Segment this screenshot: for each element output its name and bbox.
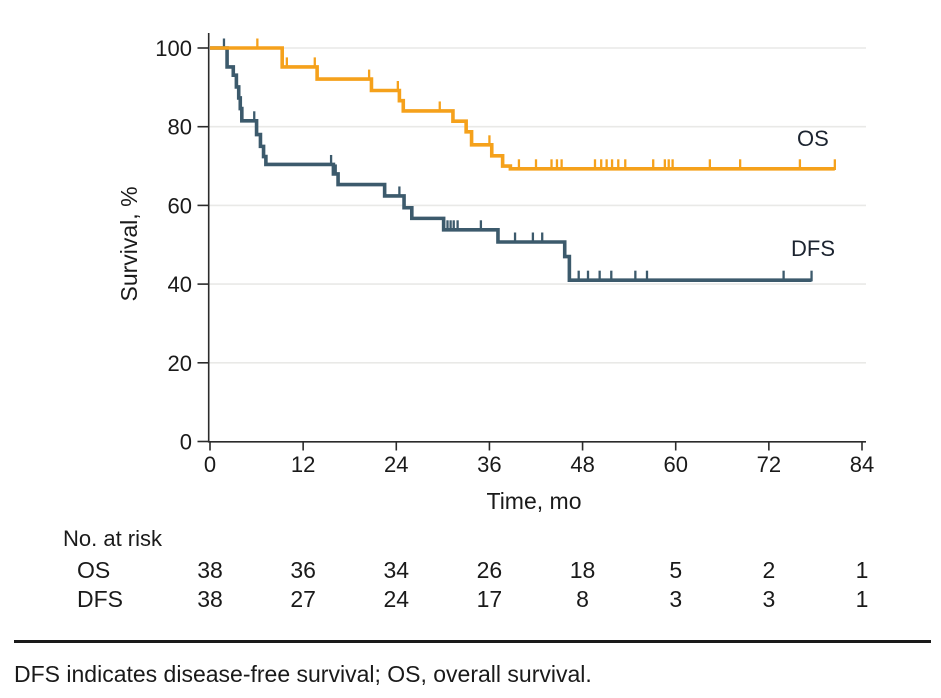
at-risk-count: 5 [669, 557, 682, 583]
series-curves [210, 38, 836, 282]
at-risk-count: 34 [383, 557, 409, 583]
footnote-text: DFS indicates disease-free survival; OS,… [14, 661, 592, 687]
at-risk-count: 3 [669, 586, 682, 612]
dfs-curve [210, 46, 812, 282]
x-tick-label: 84 [850, 452, 874, 477]
at-risk-count: 1 [856, 557, 869, 583]
x-tick-label: 72 [757, 452, 781, 477]
at-risk-header: No. at risk [63, 526, 163, 551]
at-risk-count: 3 [762, 586, 775, 612]
footnote-divider [14, 640, 931, 643]
at-risk-table: No. at risk OS 38 36 34 26 18 5 2 1 DFS 38 27 24 17 8 3 3… [63, 526, 868, 612]
at-risk-count: 24 [383, 586, 409, 612]
at-risk-count: 17 [477, 586, 503, 612]
x-tick-label: 12 [291, 452, 315, 477]
at-risk-count: 36 [290, 557, 316, 583]
at-risk-count: 27 [290, 586, 316, 612]
x-tick-label: 0 [204, 452, 216, 477]
os-series [210, 38, 836, 171]
y-tick-label: 0 [180, 430, 192, 455]
at-risk-count: 1 [856, 586, 869, 612]
at-risk-row-label: OS [77, 557, 110, 583]
axes: 100 80 60 40 20 00 12 24 36 48 60 72 84 [155, 33, 874, 477]
x-tick-label: 36 [477, 452, 501, 477]
y-tick-label: 20 [168, 351, 192, 376]
y-tick-label: 40 [168, 272, 192, 297]
at-risk-row-label: DFS [77, 586, 123, 612]
y-axis-title: Survival, % [116, 186, 142, 301]
os-curve [210, 46, 835, 171]
os-curve-label: OS [797, 126, 829, 151]
y-tick-label: 60 [168, 193, 192, 218]
at-risk-count: 26 [477, 557, 503, 583]
at-risk-count: 38 [197, 557, 223, 583]
x-tick-label: 60 [663, 452, 687, 477]
at-risk-count: 38 [197, 586, 223, 612]
x-tick-label: 48 [570, 452, 594, 477]
y-tick-label: 100 [155, 36, 192, 61]
at-risk-count: 8 [576, 586, 589, 612]
gridlines [208, 47, 866, 364]
x-axis-title: Time, mo [487, 488, 582, 514]
at-risk-count: 18 [570, 557, 596, 583]
y-tick-label: 80 [168, 115, 192, 140]
dfs-curve-label: DFS [791, 236, 835, 261]
at-risk-count: 2 [762, 557, 775, 583]
dfs-series [210, 38, 813, 282]
x-tick-label: 24 [384, 452, 408, 477]
